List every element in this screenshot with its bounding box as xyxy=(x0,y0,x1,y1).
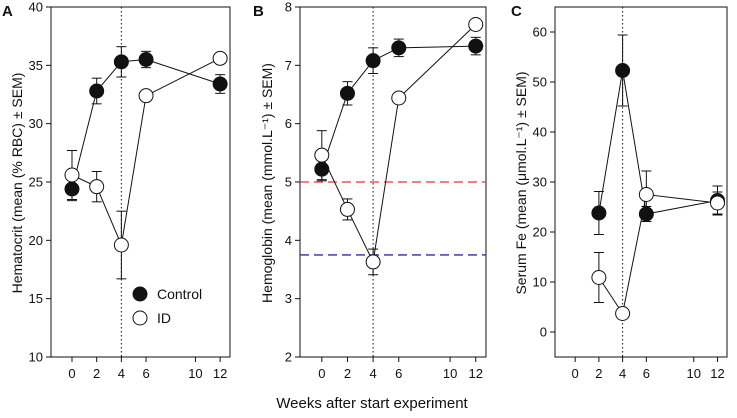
data-point-id-b xyxy=(391,90,407,106)
x-tick-label-b: 4 xyxy=(370,366,377,381)
y-tick-label-b: 5 xyxy=(285,175,292,190)
data-point-id-b xyxy=(314,147,330,163)
series-line-id-c xyxy=(598,193,718,315)
x-tick-label-b: 2 xyxy=(344,366,351,381)
x-tick-label-c: 6 xyxy=(643,366,650,381)
y-tick-label-c: 40 xyxy=(533,125,547,140)
x-tick-label-b: 0 xyxy=(318,366,325,381)
data-point-control-c xyxy=(591,205,607,221)
data-point-id-c xyxy=(591,270,607,285)
y-tick-label-b: 7 xyxy=(285,58,292,73)
data-point-id-a xyxy=(212,50,228,66)
data-point-id-c xyxy=(615,306,631,321)
panel-a-hematocrit: A Hematocrit (mean (% RBC) ± SEM) 101520… xyxy=(2,0,231,381)
data-point-control-b xyxy=(314,161,330,177)
y-tick-label-b: 6 xyxy=(285,116,292,131)
y-tick-label-a: 15 xyxy=(29,291,43,306)
data-point-id-a xyxy=(113,237,129,253)
x-tick-label-b: 10 xyxy=(443,366,457,381)
y-tick-label-c: 20 xyxy=(533,225,547,240)
panel-b-hemoglobin: B Hemoglobin (mean (mmol.L⁻¹) ± SEM) 2 3 4… xyxy=(253,0,487,381)
data-point-control-b xyxy=(339,85,355,101)
y-axis-label-a: Hematocrit (mean (% RBC) ± SEM) xyxy=(9,73,25,294)
y-tick-label-a: 40 xyxy=(29,0,43,15)
legend-label-control: Control xyxy=(157,286,202,302)
y-tick-label-c: 0 xyxy=(540,325,547,340)
data-point-control-b xyxy=(468,38,484,54)
y-tick-label-c: 30 xyxy=(533,175,547,190)
y-axis-label-c: Serum Fe (mean (μmol.L⁻¹) ± SEM) xyxy=(513,71,529,294)
y-tick-label-b: 8 xyxy=(285,0,292,15)
y-tick-label-b: 4 xyxy=(285,233,292,248)
x-tick-label-a: 2 xyxy=(93,366,100,381)
data-point-control-c xyxy=(615,63,631,78)
data-point-id-b xyxy=(339,201,355,217)
data-point-control-c xyxy=(638,206,654,222)
data-point-id-b xyxy=(468,17,484,32)
x-tick-label-c: 4 xyxy=(619,366,626,381)
series-line-id-b xyxy=(321,24,477,264)
x-tick-label-a: 12 xyxy=(213,366,227,381)
series-line-control-b xyxy=(321,45,476,170)
y-tick-label-c: 10 xyxy=(533,275,547,290)
data-point-id-a xyxy=(138,88,154,104)
x-tick-label-a: 10 xyxy=(188,366,202,381)
data-point-id-b xyxy=(365,254,381,270)
legend-marker-control xyxy=(132,286,148,302)
legend-marker-id xyxy=(132,310,148,326)
y-tick-label-c: 50 xyxy=(533,75,547,90)
y-tick-label-a: 20 xyxy=(29,233,43,248)
data-point-id-c xyxy=(710,195,726,211)
legend: Control ID xyxy=(132,286,202,326)
legend-label-id: ID xyxy=(157,310,171,326)
data-point-id-a xyxy=(64,167,80,183)
series-line-control-c xyxy=(598,70,718,215)
x-tick-label-a: 4 xyxy=(118,366,125,381)
data-point-control-a xyxy=(89,83,105,99)
x-tick-label-c: 12 xyxy=(710,366,724,381)
x-axis-label: Weeks after start experiment xyxy=(276,395,468,412)
data-point-control-a xyxy=(64,181,80,197)
data-point-control-b xyxy=(391,40,407,56)
y-tick-label-b: 3 xyxy=(285,291,292,306)
y-tick-label-a: 25 xyxy=(29,175,43,190)
y-tick-label-a: 35 xyxy=(29,58,43,73)
data-point-control-a xyxy=(113,54,129,70)
x-tick-label-a: 6 xyxy=(142,366,149,381)
x-tick-label-c: 2 xyxy=(595,366,602,381)
data-point-control-a xyxy=(212,76,228,92)
panel-letter-b: B xyxy=(253,3,264,20)
panel-c-serum-fe: C Serum Fe (mean (μmol.L⁻¹) ± SEM) 01020… xyxy=(511,3,728,381)
data-point-control-b xyxy=(365,53,381,69)
y-tick-label-a: 10 xyxy=(29,350,43,365)
y-tick-label-c: 60 xyxy=(533,25,547,40)
x-tick-label-c: 0 xyxy=(572,366,579,381)
series-line-control-a xyxy=(71,58,221,190)
x-tick-label-a: 0 xyxy=(68,366,75,381)
data-point-id-c xyxy=(638,187,654,202)
panel-letter-a: A xyxy=(2,3,13,20)
y-tick-label-a: 30 xyxy=(29,116,43,131)
y-tick-label-b: 2 xyxy=(285,350,292,365)
panel-letter-c: C xyxy=(511,3,522,20)
x-tick-label-b: 12 xyxy=(469,366,483,381)
x-tick-label-c: 10 xyxy=(687,366,701,381)
x-tick-label-b: 6 xyxy=(395,366,402,381)
y-axis-label-b: Hemoglobin (mean (mmol.L⁻¹) ± SEM) xyxy=(259,63,275,303)
data-point-id-a xyxy=(89,179,105,195)
data-point-control-a xyxy=(138,52,154,67)
